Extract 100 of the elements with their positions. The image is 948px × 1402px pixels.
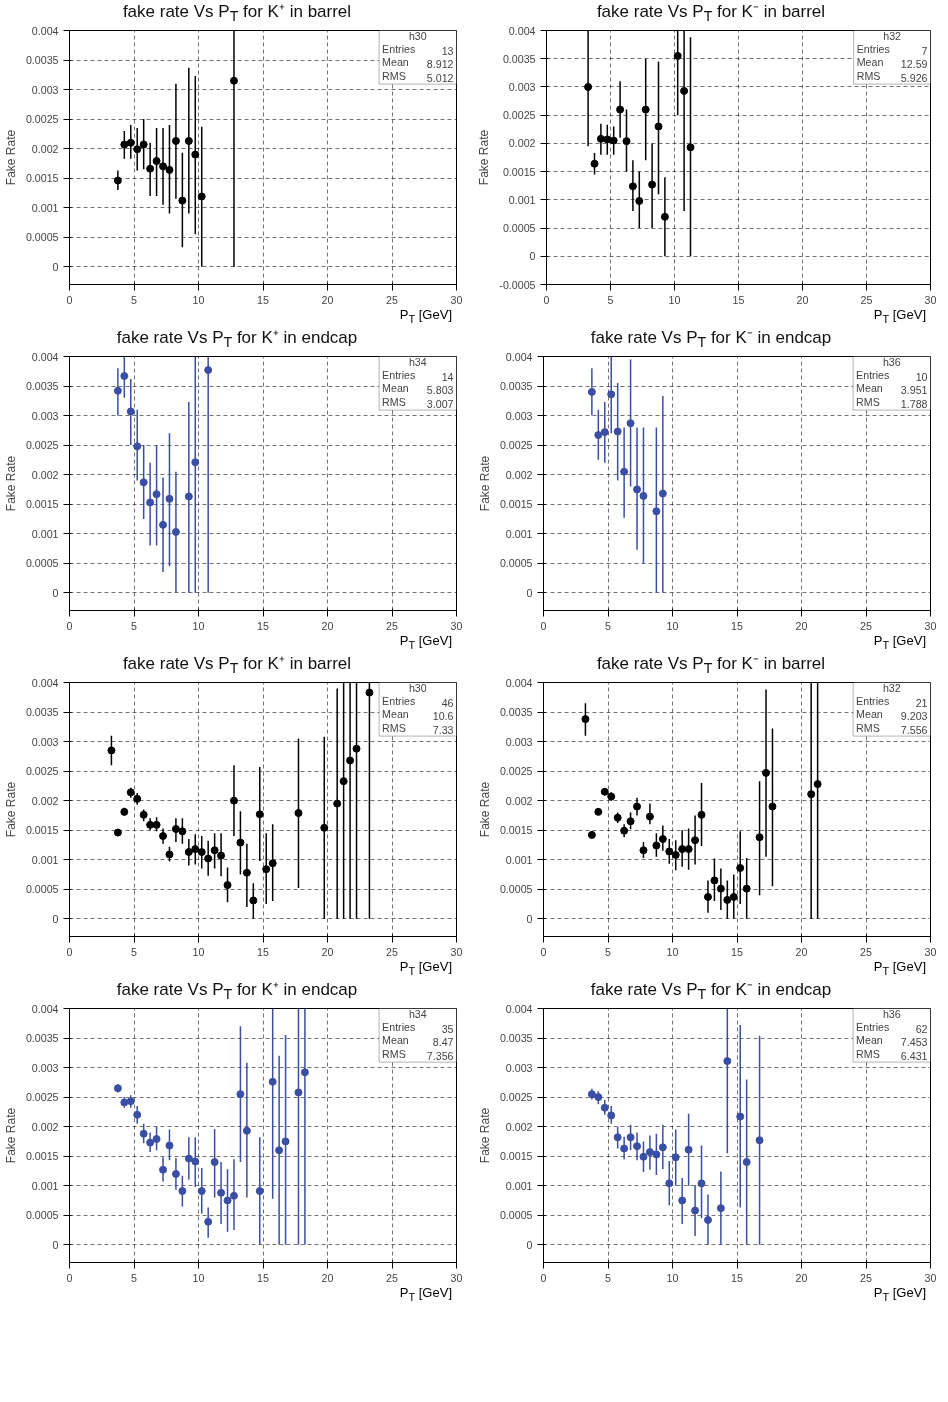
annotation: h32 <box>883 29 902 42</box>
x-axis-title: P$_{T}$ [GeV] <box>399 306 452 327</box>
chart-title: fake rate Vs P$_{T}$ for K⁻ in endcap <box>590 327 832 353</box>
annotation: h32 <box>882 681 901 694</box>
y-tick-label: 0 <box>526 912 533 925</box>
y-tick-label: 0.003 <box>508 80 536 93</box>
y-axis-title: Fake Rate <box>477 455 492 512</box>
text: Entries 10 <box>856 369 928 384</box>
y-tick-label: 0.003 <box>31 409 59 422</box>
x-tick-label: 5 <box>131 945 138 958</box>
x-tick-label: 20 <box>795 1271 808 1284</box>
x-tick-label: 30 <box>450 1271 463 1284</box>
x-tick-label: 30 <box>924 293 937 306</box>
y-tick-label: 0.001 <box>508 193 536 206</box>
y-tick-label: 0.004 <box>505 1002 533 1015</box>
y-tick-label: 0 <box>526 1238 533 1251</box>
y-tick-label: 0 <box>529 250 536 263</box>
y-tick-label: 0.002 <box>31 142 59 155</box>
x-tick-label: 0 <box>66 1271 73 1284</box>
y-tick-label: 0.0025 <box>499 439 533 452</box>
text: RMS 1.788 <box>856 395 928 410</box>
x-tick-label: 20 <box>795 945 808 958</box>
y-tick-label: 0.0005 <box>499 557 533 570</box>
x-tick-label: 25 <box>386 945 398 958</box>
text: Mean 8.912 <box>382 56 454 71</box>
y-tick-label: 0.0025 <box>25 1091 59 1104</box>
x-tick-label: 20 <box>795 619 808 632</box>
y-tick-label: 0.004 <box>31 676 59 689</box>
x-tick-label: 0 <box>540 619 547 632</box>
chart-title: fake rate Vs P$_{T}$ for K⁺ in barrel <box>122 653 352 679</box>
y-tick-label: 0 <box>526 586 533 599</box>
y-axis-title: Fake Rate <box>3 781 18 838</box>
y-tick-label: 0.0035 <box>25 706 59 719</box>
x-tick-label: 0 <box>540 945 547 958</box>
y-tick-label: 0.0015 <box>499 498 533 511</box>
x-tick-label: 5 <box>131 1271 138 1284</box>
text: RMS 7.556 <box>856 721 928 736</box>
x-tick-label: 0 <box>66 619 73 632</box>
y-tick-label: 0.003 <box>31 735 59 748</box>
x-tick-label: 5 <box>131 293 138 306</box>
x-tick-label: 0 <box>66 945 73 958</box>
y-tick-label: 0.0035 <box>499 1032 533 1045</box>
text: Entries 35 <box>382 1021 454 1036</box>
text: Entries 14 <box>382 369 454 384</box>
text: Mean 7.453 <box>856 1034 928 1049</box>
x-tick-label: 10 <box>192 619 205 632</box>
x-tick-label: 25 <box>386 619 398 632</box>
x-tick-label: 10 <box>192 945 205 958</box>
y-tick-label: 0.001 <box>31 853 59 866</box>
y-tick-label: 0.001 <box>505 527 533 540</box>
chart-title: fake rate Vs P$_{T}$ for K⁻ in barrel <box>596 1 826 27</box>
x-axis-title: P$_{T}$ [GeV] <box>873 306 926 327</box>
y-tick-label: 0.0035 <box>25 380 59 393</box>
x-tick-label: 25 <box>860 619 872 632</box>
y-axis-title: Fake Rate <box>477 129 492 186</box>
y-tick-label: 0.003 <box>505 735 533 748</box>
text: RMS 7.33 <box>382 721 454 736</box>
y-tick-label: 0.0025 <box>25 113 59 126</box>
y-tick-label: 0.0005 <box>25 557 59 570</box>
x-tick-label: 0 <box>66 293 73 306</box>
x-tick-label: 5 <box>605 945 612 958</box>
y-tick-label: 0.0025 <box>25 765 59 778</box>
x-tick-label: 10 <box>666 1271 679 1284</box>
y-tick-label: 0.004 <box>508 24 536 37</box>
x-tick-label: 25 <box>386 293 398 306</box>
chart-title: fake rate Vs P$_{T}$ for K⁻ in endcap <box>590 979 832 1005</box>
x-tick-label: 20 <box>321 619 334 632</box>
x-tick-label: 5 <box>607 293 614 306</box>
chart-title: fake rate Vs P$_{T}$ for K⁻ in barrel <box>596 653 826 679</box>
text: Entries 62 <box>856 1021 928 1036</box>
x-tick-label: 10 <box>666 619 679 632</box>
y-tick-label: 0.0015 <box>499 1150 533 1163</box>
y-tick-label: 0 <box>52 912 59 925</box>
annotation: h34 <box>408 1007 427 1020</box>
text: Mean 5.803 <box>382 382 454 397</box>
x-tick-label: 15 <box>731 1271 743 1284</box>
x-tick-label: 30 <box>450 945 463 958</box>
x-axis-title: P$_{T}$ [GeV] <box>873 1284 926 1305</box>
y-tick-label: 0.0035 <box>502 52 536 65</box>
y-tick-label: 0 <box>52 260 59 273</box>
y-tick-label: 0.0005 <box>25 883 59 896</box>
y-tick-label: 0.001 <box>31 527 59 540</box>
annotation: h36 <box>882 1007 901 1020</box>
x-axis-title: P$_{T}$ [GeV] <box>399 958 452 979</box>
y-tick-label: 0.0035 <box>25 54 59 67</box>
x-tick-label: 10 <box>666 945 679 958</box>
x-tick-label: 5 <box>605 619 612 632</box>
x-tick-label: 5 <box>131 619 138 632</box>
y-tick-label: 0.003 <box>31 1061 59 1074</box>
x-tick-label: 30 <box>450 619 463 632</box>
text: Mean 9.203 <box>856 708 928 723</box>
x-tick-label: 15 <box>731 945 743 958</box>
y-tick-label: 0.0015 <box>502 165 536 178</box>
x-tick-label: 30 <box>924 945 937 958</box>
x-tick-label: 15 <box>257 1271 269 1284</box>
y-tick-label: 0 <box>52 1238 59 1251</box>
text: Mean 8.47 <box>382 1034 454 1049</box>
x-tick-label: 20 <box>321 945 334 958</box>
x-tick-label: 20 <box>796 293 809 306</box>
text: Entries 13 <box>382 43 454 58</box>
